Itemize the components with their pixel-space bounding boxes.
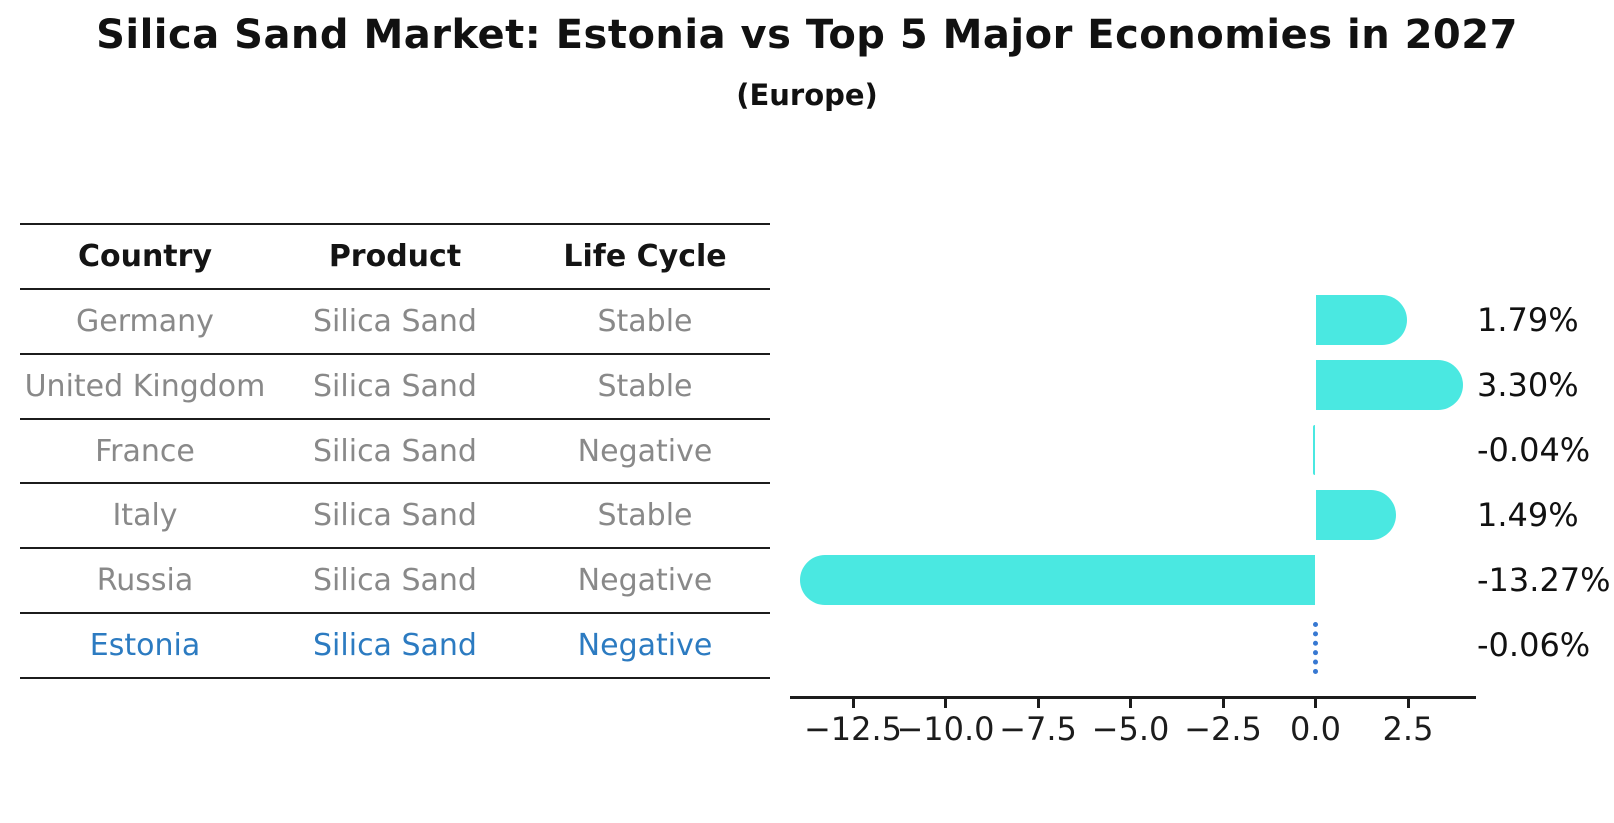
bar-united-kingdom xyxy=(1315,360,1463,411)
value-label-estonia: -0.06% xyxy=(1477,625,1591,664)
chart-subtitle: (Europe) xyxy=(736,78,878,112)
value-label-france: -0.04% xyxy=(1477,431,1591,469)
x-axis-tick-label: −5.0 xyxy=(1091,710,1170,748)
x-axis-tick xyxy=(1314,699,1317,708)
table-row-italy: Italy Silica Sand Stable xyxy=(20,482,770,547)
x-axis-tick xyxy=(1406,699,1410,708)
value-label-russia: -13.27% xyxy=(1477,560,1611,599)
x-axis-tick xyxy=(1221,699,1225,708)
bar-germany xyxy=(1315,295,1407,346)
x-axis-tick-label: −10.0 xyxy=(896,710,995,748)
table-row-united-kingdom: United Kingdom Silica Sand Stable xyxy=(20,352,770,418)
cell-product: Silica Sand xyxy=(313,563,477,599)
country-table: Country Product Life Cycle Germany Silica Sa… xyxy=(20,223,770,679)
x-axis-tick-label: 2.5 xyxy=(1382,710,1434,748)
cell-product: Silica Sand xyxy=(313,368,477,404)
cell-life-cycle: Stable xyxy=(597,368,693,404)
value-label-italy: 1.49% xyxy=(1477,495,1579,534)
table-row-russia: Russia Silica Sand Negative xyxy=(20,547,770,612)
x-axis-tick-label: 0.0 xyxy=(1290,710,1341,748)
cell-country: Estonia xyxy=(89,628,201,664)
cell-country: Germany xyxy=(76,303,214,339)
cell-life-cycle: Negative xyxy=(577,628,713,664)
cell-life-cycle: Stable xyxy=(597,303,693,339)
value-label-united-kingdom: 3.30% xyxy=(1477,366,1579,405)
cell-country: United Kingdom xyxy=(24,368,266,404)
table-header-row: Country Product Life Cycle xyxy=(20,223,770,288)
bar-france xyxy=(1312,425,1316,475)
x-axis-tick-label: −2.5 xyxy=(1184,710,1262,748)
cell-life-cycle: Negative xyxy=(577,563,713,599)
x-axis-tick-label: −7.5 xyxy=(999,710,1077,748)
table-row-germany: Germany Silica Sand Stable xyxy=(20,287,770,353)
x-axis-tick xyxy=(1036,699,1040,708)
cell-product: Silica Sand xyxy=(313,498,477,534)
cell-country: Italy xyxy=(112,498,178,534)
table-header-life-cycle: Life Cycle xyxy=(563,238,727,274)
x-axis-tick xyxy=(944,699,947,708)
x-axis-tick-label: −12.5 xyxy=(803,710,903,748)
bar-russia xyxy=(799,554,1316,605)
bar-estonia-dotted-marker xyxy=(1312,621,1318,674)
table-header-product: Product xyxy=(328,238,462,274)
cell-life-cycle: Negative xyxy=(577,433,713,469)
x-axis-spine xyxy=(790,696,1477,699)
cell-country: Russia xyxy=(96,563,194,599)
table-row-estonia: Estonia Silica Sand Negative xyxy=(20,612,770,677)
x-axis-tick xyxy=(1129,699,1132,708)
cell-product: Silica Sand xyxy=(313,303,477,339)
table-row-france: France Silica Sand Negative xyxy=(20,417,770,483)
cell-life-cycle: Stable xyxy=(597,498,693,534)
cell-product: Silica Sand xyxy=(313,433,477,469)
table-header-country: Country xyxy=(77,238,213,274)
cell-country: France xyxy=(95,433,195,469)
x-axis-tick xyxy=(851,699,855,708)
cell-product: Silica Sand xyxy=(313,628,477,664)
chart-title: Silica Sand Market: Estonia vs Top 5 Maj… xyxy=(96,12,1518,58)
value-label-germany: 1.79% xyxy=(1477,301,1579,340)
bar-italy xyxy=(1315,489,1396,540)
